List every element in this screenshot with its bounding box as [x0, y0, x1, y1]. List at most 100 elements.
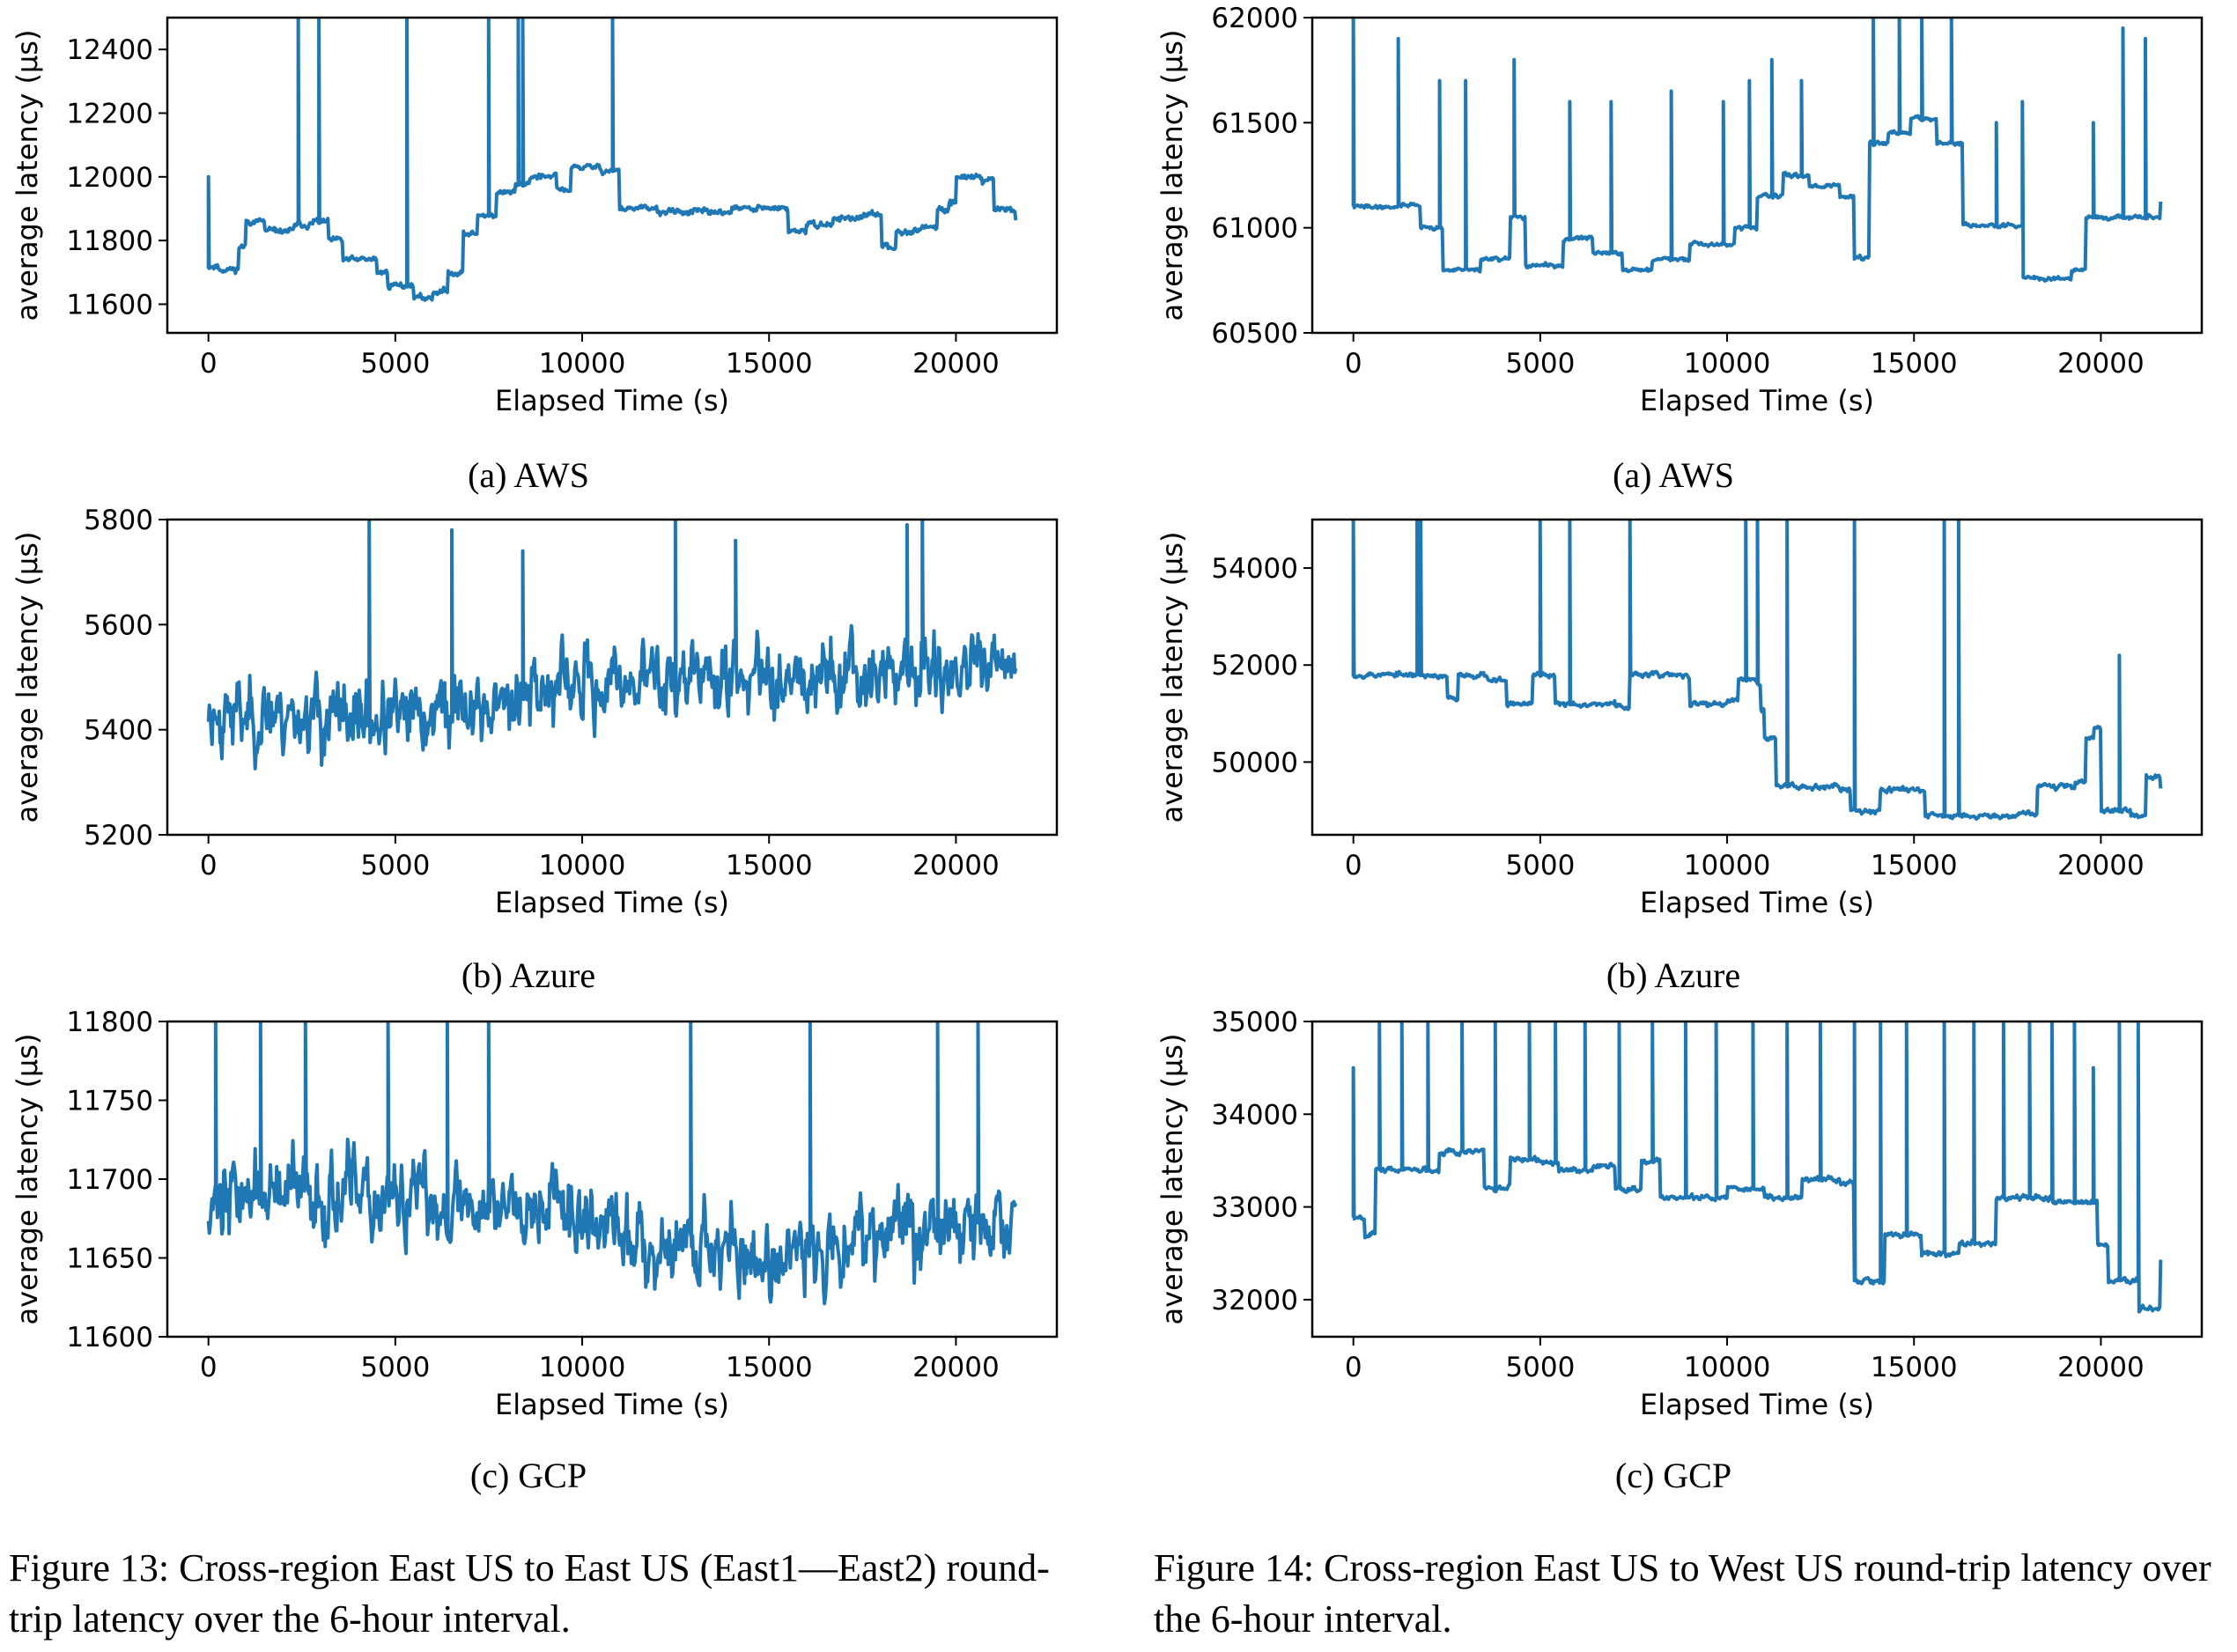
y-tick-label: 12400 — [66, 34, 153, 66]
plot-frame — [166, 16, 1059, 335]
x-axis-label: Elapsed Time (s) — [1640, 384, 1874, 417]
x-tick-label: 20000 — [912, 348, 1000, 380]
chart-f14a: 0 5000 10000 15000 20000 60500 61000 61500 62000… — [1155, 3, 2204, 417]
figure-13: 0 5000 10000 15000 20000 11600 11800 12000 12200… — [0, 0, 1118, 1652]
y-tick-label: 50000 — [1211, 747, 1298, 778]
y-axis-label: average latency (µs) — [11, 30, 44, 321]
figure-13-caption: Figure 13: Cross-region East US to East … — [9, 1546, 1050, 1641]
x-tick-label: 0 — [1345, 850, 1362, 881]
figure-14: 0 5000 10000 15000 20000 60500 61000 61500 62000… — [1145, 0, 2237, 1652]
x-tick-label: 0 — [200, 1352, 218, 1383]
x-tick-label: 10000 — [1684, 348, 1771, 380]
x-tick-label: 5000 — [1505, 1352, 1575, 1383]
y-tick-label: 54000 — [1211, 553, 1298, 585]
y-tick-label: 5800 — [84, 505, 153, 536]
x-tick-label: 20000 — [2057, 348, 2145, 380]
y-axis-label: average latency (µs) — [1155, 532, 1189, 823]
subcaption-13b: (b) Azure — [461, 955, 596, 995]
chart-panel-f13a: 0 5000 10000 15000 20000 11600 11800 12000 12200… — [0, 0, 1092, 440]
x-tick-label: 15000 — [726, 850, 813, 881]
plot-frame — [1310, 518, 2204, 837]
y-axis-label: average latency (µs) — [11, 1034, 44, 1325]
figure-14-caption: Figure 14: Cross-region East US to West … — [1154, 1546, 2211, 1641]
chart-f13b: 0 5000 10000 15000 20000 5200 5400 5600 5800 Elap… — [11, 505, 1059, 919]
y-tick-label: 61000 — [1211, 213, 1298, 245]
x-tick-label: 10000 — [1684, 850, 1771, 881]
x-axis-label: Elapsed Time (s) — [495, 1388, 729, 1421]
y-tick-label: 12000 — [66, 162, 153, 194]
chart-f13a: 0 5000 10000 15000 20000 11600 11800 12000 12200… — [11, 16, 1059, 417]
series-line-f13c — [206, 1021, 1018, 1306]
series-line-f13b — [206, 520, 1018, 771]
y-tick-label: 11600 — [66, 1322, 153, 1353]
chart-panel-f14b: 0 5000 10000 15000 20000 50000 52000 54000 Elaps… — [1145, 502, 2237, 942]
x-tick-label: 15000 — [1871, 1352, 1958, 1383]
x-tick-label: 15000 — [1871, 348, 1958, 380]
y-tick-label: 11800 — [66, 225, 153, 257]
x-tick-label: 5000 — [360, 348, 430, 380]
x-tick-label: 0 — [1345, 348, 1362, 380]
y-axis-label: average latency (µs) — [1155, 30, 1189, 321]
chart-panel-f13c: 0 5000 10000 15000 20000 11600 11650 11700 11750… — [0, 1004, 1092, 1444]
x-axis-label: Elapsed Time (s) — [495, 886, 729, 919]
series-line-f14c — [1351, 1021, 2163, 1314]
y-tick-label: 11750 — [66, 1086, 153, 1117]
x-tick-label: 20000 — [912, 1352, 1000, 1383]
y-tick-label: 60500 — [1211, 318, 1298, 350]
y-tick-label: 11700 — [66, 1164, 153, 1196]
x-tick-label: 15000 — [726, 1352, 813, 1383]
x-tick-label: 5000 — [1505, 348, 1575, 380]
y-tick-label: 11600 — [66, 289, 153, 321]
y-axis-label: average latency (µs) — [1155, 1034, 1189, 1325]
chart-f14c: 0 5000 10000 15000 20000 32000 33000 34000 35000… — [1155, 1007, 2204, 1421]
y-tick-label: 33000 — [1211, 1192, 1298, 1224]
x-tick-label: 0 — [1345, 1352, 1362, 1383]
series-line-f13a — [206, 18, 1018, 302]
subcaption-14b: (b) Azure — [1606, 955, 1741, 995]
y-tick-label: 35000 — [1211, 1007, 1298, 1038]
y-tick-label: 61500 — [1211, 107, 1298, 139]
y-tick-label: 34000 — [1211, 1099, 1298, 1131]
x-tick-label: 5000 — [360, 1352, 430, 1383]
x-tick-label: 20000 — [912, 850, 1000, 881]
y-tick-label: 52000 — [1211, 650, 1298, 682]
y-tick-label: 12200 — [66, 98, 153, 129]
subcaption-14c: (c) GCP — [1614, 1456, 1732, 1495]
x-tick-label: 10000 — [539, 1352, 626, 1383]
x-tick-label: 5000 — [1505, 850, 1575, 881]
x-axis-label: Elapsed Time (s) — [495, 384, 729, 417]
subcaption-13c: (c) GCP — [469, 1456, 587, 1495]
y-tick-label: 11800 — [66, 1007, 153, 1038]
y-tick-label: 5400 — [84, 715, 153, 747]
y-axis-label: average latency (µs) — [11, 532, 44, 823]
x-tick-label: 10000 — [539, 348, 626, 380]
x-tick-label: 15000 — [726, 348, 813, 380]
y-tick-label: 62000 — [1211, 3, 1298, 34]
subcaption-14a: (a) AWS — [1613, 455, 1734, 495]
y-tick-label: 32000 — [1211, 1285, 1298, 1316]
plot-frame — [166, 518, 1059, 837]
y-tick-label: 11650 — [66, 1243, 153, 1275]
series-line-f14b — [1351, 520, 2163, 821]
x-tick-label: 15000 — [1871, 850, 1958, 881]
plot-frame — [1310, 16, 2204, 335]
chart-f14b: 0 5000 10000 15000 20000 50000 52000 54000 Elaps… — [1155, 518, 2204, 919]
x-tick-label: 0 — [200, 348, 218, 380]
x-tick-label: 10000 — [539, 850, 626, 881]
subcaption-13a: (a) AWS — [468, 455, 589, 495]
x-tick-label: 20000 — [2057, 1352, 2145, 1383]
chart-panel-f13b: 0 5000 10000 15000 20000 5200 5400 5600 5800 Elap… — [0, 502, 1092, 942]
x-tick-label: 0 — [200, 850, 218, 881]
y-tick-label: 5200 — [84, 820, 153, 852]
x-tick-label: 5000 — [360, 850, 430, 881]
x-axis-label: Elapsed Time (s) — [1640, 886, 1874, 919]
chart-panel-f14a: 0 5000 10000 15000 20000 60500 61000 61500 62000… — [1145, 0, 2237, 440]
plot-frame — [1310, 1020, 2204, 1339]
x-tick-label: 10000 — [1684, 1352, 1771, 1383]
chart-f13c: 0 5000 10000 15000 20000 11600 11650 11700 11750… — [11, 1007, 1059, 1421]
y-tick-label: 5600 — [84, 609, 153, 641]
x-axis-label: Elapsed Time (s) — [1640, 1388, 1874, 1421]
x-tick-label: 20000 — [2057, 850, 2145, 881]
series-line-f14a — [1351, 18, 2163, 284]
